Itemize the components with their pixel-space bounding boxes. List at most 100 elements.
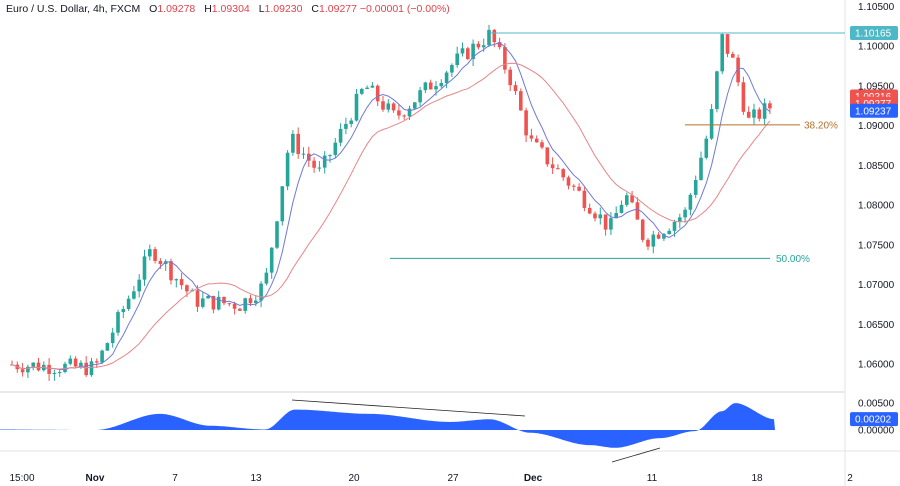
candle-body xyxy=(688,194,693,210)
candle-body xyxy=(715,71,719,110)
candle-body xyxy=(413,102,417,109)
candle-body xyxy=(365,87,369,89)
candle-body xyxy=(503,47,507,70)
candle-body xyxy=(328,154,332,156)
candle-body xyxy=(153,249,157,261)
candle-body xyxy=(529,135,534,139)
candle-body xyxy=(587,207,592,214)
candle-body xyxy=(73,358,78,367)
candle-body xyxy=(614,212,618,219)
candle-body xyxy=(121,309,126,313)
candle-body xyxy=(169,261,173,281)
candle-body xyxy=(402,115,406,117)
candle-body xyxy=(232,303,237,309)
candle-body xyxy=(126,298,131,310)
candle-body xyxy=(322,155,327,168)
candle-body xyxy=(768,103,772,109)
candle-body xyxy=(370,85,375,88)
candle-body xyxy=(89,361,94,376)
candle-body xyxy=(492,29,497,43)
candle-body xyxy=(662,234,666,239)
candle-body xyxy=(391,103,396,111)
candle-body xyxy=(508,69,512,86)
candle-body xyxy=(84,362,88,376)
candle-body xyxy=(444,72,449,83)
candle-body xyxy=(725,34,730,54)
candle-body xyxy=(52,372,57,374)
candle-body xyxy=(656,234,661,239)
candle-body xyxy=(693,179,698,195)
price-tick-label: 1.06000 xyxy=(858,360,895,371)
price-pane[interactable] xyxy=(10,24,845,381)
candle-body xyxy=(57,372,62,374)
candle-body xyxy=(349,120,353,124)
candle-body xyxy=(211,295,216,310)
candle-body xyxy=(95,361,99,363)
candle-body xyxy=(619,204,624,213)
candle-body xyxy=(142,256,147,280)
time-tick-label: 27 xyxy=(447,473,459,484)
price-tick-label: 1.09500 xyxy=(858,81,895,92)
candle-body xyxy=(63,363,67,373)
candle-body xyxy=(79,362,83,367)
candle-body xyxy=(683,209,687,218)
price-tick-label: 1.06500 xyxy=(858,320,895,331)
fast-moving-average xyxy=(11,42,771,371)
candle-body xyxy=(158,260,163,264)
candle-body xyxy=(105,343,110,351)
oscillator-pane[interactable] xyxy=(0,399,775,463)
osc-label-text: 0.00202 xyxy=(855,415,892,426)
candle-body xyxy=(598,214,603,219)
candle-body xyxy=(577,186,581,191)
candle-body xyxy=(476,43,481,48)
price-tick-label: 1.09000 xyxy=(858,121,895,132)
candle-body xyxy=(471,43,475,60)
open-value: 1.09278 xyxy=(157,3,196,15)
price-tick-label: 1.08500 xyxy=(858,161,895,172)
candle-body xyxy=(439,82,444,87)
candle-body xyxy=(603,214,608,230)
candle-body xyxy=(572,185,576,187)
candle-body xyxy=(428,82,433,90)
candle-body xyxy=(582,190,587,208)
price-tick-label: 1.10000 xyxy=(858,42,895,53)
low-label: L xyxy=(258,3,265,15)
time-axis[interactable]: 15:00 Nov 7 13 20 27 Dec 11 18 2 xyxy=(9,473,853,484)
candle-body xyxy=(545,147,550,165)
candle-body xyxy=(762,103,767,119)
candle-body xyxy=(731,53,735,58)
osc-tick-label: 0.00500 xyxy=(858,399,895,410)
candle-body xyxy=(625,195,629,205)
candle-body xyxy=(227,303,232,305)
candle-body xyxy=(556,168,560,170)
time-tick-label: Dec xyxy=(524,473,543,484)
candle-body xyxy=(566,177,571,186)
time-tick-label: 11 xyxy=(647,473,658,484)
symbol-title: Euro / U.S. Dollar, 4h, FXCM xyxy=(6,3,141,15)
close-label: C xyxy=(311,3,320,15)
fib-50-label: 50.00% xyxy=(776,254,810,265)
time-tick-label: Nov xyxy=(86,473,105,484)
candle-body xyxy=(275,221,279,248)
candle-body xyxy=(31,362,35,367)
candle-body xyxy=(609,218,613,230)
candle-body xyxy=(635,202,640,220)
price-axis[interactable]: 1.10500 1.10000 1.09500 1.09000 1.08500 1.080… xyxy=(850,2,898,371)
candle-body xyxy=(550,164,555,169)
candle-body xyxy=(460,48,465,54)
candle-body xyxy=(593,213,597,219)
candle-body xyxy=(269,247,274,273)
candle-body xyxy=(132,291,136,299)
candle-body xyxy=(333,142,338,155)
candle-body xyxy=(434,86,438,90)
candle-body xyxy=(360,88,364,94)
candle-body xyxy=(704,138,709,158)
candle-body xyxy=(418,90,422,103)
candle-body xyxy=(386,103,391,110)
candle-body xyxy=(481,45,486,48)
candle-body xyxy=(285,152,290,187)
candle-body xyxy=(179,279,184,286)
candle-body xyxy=(110,332,115,344)
